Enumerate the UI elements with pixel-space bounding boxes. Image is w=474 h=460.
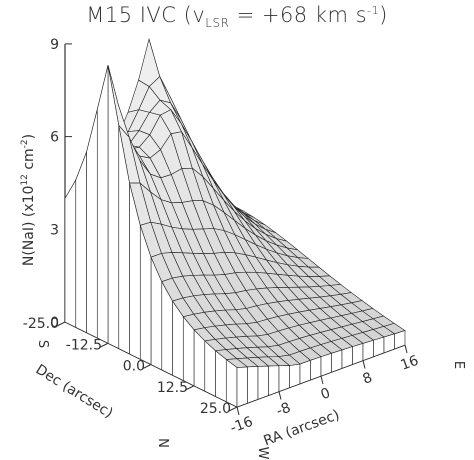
z-tick-label: 9 — [50, 37, 59, 53]
x-tick-mark — [320, 375, 324, 385]
skirt-cell — [362, 339, 374, 361]
y-tick-mark — [142, 364, 152, 369]
chart-title: M15 IVC (vLSR = +68 km s-1) — [86, 3, 388, 30]
y-tick-mark — [56, 321, 66, 327]
z-tick-label: 6 — [50, 130, 59, 146]
dir-label-north: N — [155, 438, 170, 448]
x-tick-label: -16 — [228, 414, 255, 437]
skirt-cell — [310, 356, 322, 381]
y-tick-mark — [99, 342, 109, 348]
axis-labels: 0 3 6 9 -25.0 -12.5 0.0 12.5 25.0-16 -8 0 8 16 S N W E — [23, 37, 466, 460]
x-tick-label: 8 — [361, 370, 375, 388]
skirt-cell — [268, 365, 280, 396]
z-axis-label: N(NaI) (x1012 cm-2) — [20, 134, 37, 266]
y-tick-label: -12.5 — [66, 337, 102, 353]
surface-mesh — [64, 37, 406, 408]
skirt-cell — [278, 365, 290, 392]
x-tick-mark — [404, 344, 408, 354]
skirt-cell — [320, 352, 332, 377]
y-axis-label: Dec (arcsec) — [33, 362, 116, 422]
skirt-cell — [86, 109, 98, 339]
skirt-cell — [299, 359, 311, 385]
x-tick-label: 0 — [319, 385, 333, 403]
skirt-cell — [204, 340, 216, 397]
y-tick-label: 0.0 — [123, 359, 145, 375]
y-tick-label: 12.5 — [157, 380, 188, 396]
y-tick-label: -25.0 — [23, 316, 59, 332]
y-tick-label: 25.0 — [200, 401, 231, 417]
dir-label-west: W — [255, 447, 270, 460]
skirt-cell — [64, 178, 77, 328]
skirt-cell — [257, 365, 269, 400]
x-tick-label: 16 — [399, 353, 421, 374]
skirt-cell — [331, 349, 343, 373]
dir-label-south: S — [35, 340, 50, 348]
skirt-cell — [236, 366, 248, 408]
skirt-cell — [96, 65, 109, 344]
skirt-cell — [193, 329, 206, 392]
skirt-cell — [352, 343, 364, 365]
skirt-cell — [247, 366, 259, 404]
skirt-cell — [225, 358, 238, 408]
skirt-cell — [394, 330, 406, 350]
x-tick-label: -8 — [274, 400, 293, 420]
skirt-cell — [75, 152, 87, 334]
z-tick-label: 3 — [50, 222, 59, 238]
x-tick-mark — [362, 360, 366, 369]
y-tick-mark — [228, 406, 238, 412]
x-tick-mark — [236, 406, 240, 416]
skirt-cell — [341, 346, 353, 369]
skirt-cell — [289, 363, 301, 389]
y-tick-mark — [185, 385, 195, 391]
x-tick-mark — [278, 391, 282, 400]
x-axis-label: RA (arcsec) — [262, 407, 342, 449]
dir-label-east: E — [451, 361, 466, 369]
z-tick-label: 0 — [50, 315, 59, 331]
skirt-cell — [215, 350, 227, 403]
